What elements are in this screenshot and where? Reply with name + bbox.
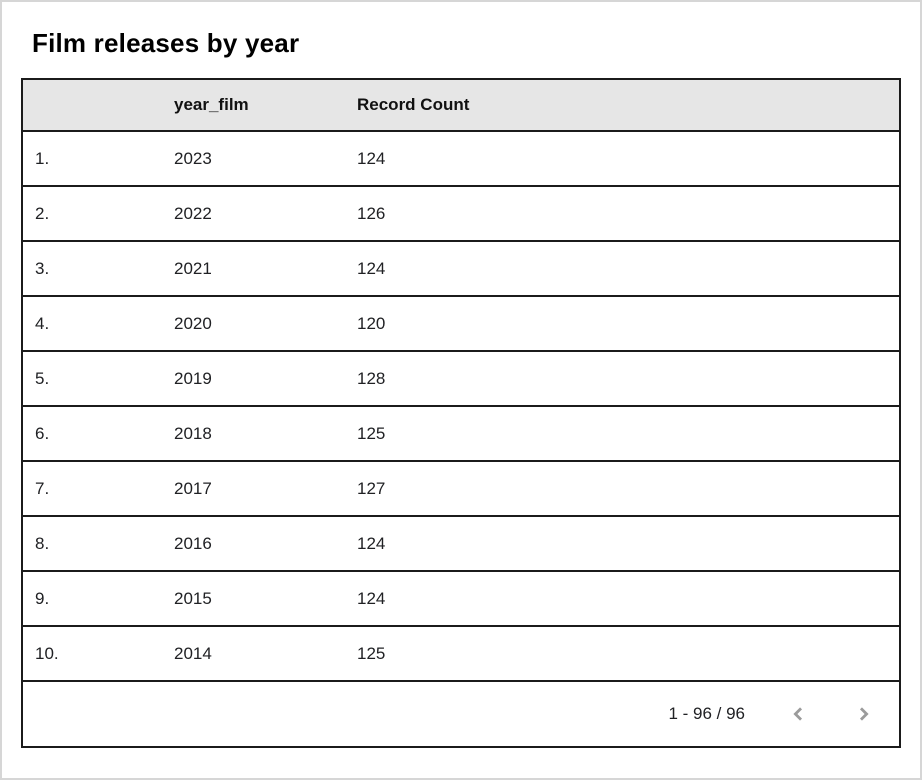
year-film-cell: 2021	[162, 241, 345, 297]
next-page-button[interactable]	[851, 701, 877, 727]
table-row: 7. 2017 127	[22, 461, 900, 517]
record-count-cell: 124	[345, 571, 900, 627]
page-range-label: 1 - 96 / 96	[668, 704, 745, 723]
column-header-row-number	[22, 79, 162, 132]
row-number-cell: 4.	[22, 296, 162, 352]
year-film-cell: 2022	[162, 186, 345, 242]
row-number-cell: 8.	[22, 516, 162, 572]
row-number-cell: 9.	[22, 571, 162, 627]
row-number-cell: 6.	[22, 406, 162, 462]
record-count-cell: 127	[345, 461, 900, 517]
footer-row: 1 - 96 / 96	[22, 681, 900, 747]
year-film-cell: 2015	[162, 571, 345, 627]
record-count-cell: 124	[345, 516, 900, 572]
year-film-cell: 2018	[162, 406, 345, 462]
table-row: 9. 2015 124	[22, 571, 900, 627]
data-table: year_film Record Count 1. 2023 124 2. 20…	[21, 78, 901, 748]
record-count-cell: 128	[345, 351, 900, 407]
prev-page-button[interactable]	[785, 701, 811, 727]
table-row: 10. 2014 125	[22, 626, 900, 682]
table-footer: 1 - 96 / 96	[22, 681, 900, 747]
year-film-cell: 2016	[162, 516, 345, 572]
record-count-cell: 124	[345, 131, 900, 187]
year-film-cell: 2014	[162, 626, 345, 682]
record-count-cell: 125	[345, 406, 900, 462]
record-count-cell: 120	[345, 296, 900, 352]
table-body: 1. 2023 124 2. 2022 126 3. 2021 124 4. 2…	[22, 131, 900, 682]
table-row: 8. 2016 124	[22, 516, 900, 572]
record-count-cell: 126	[345, 186, 900, 242]
column-header-year-film[interactable]: year_film	[162, 79, 345, 132]
chevron-right-icon	[851, 701, 877, 727]
row-number-cell: 7.	[22, 461, 162, 517]
table-row: 4. 2020 120	[22, 296, 900, 352]
table-row: 5. 2019 128	[22, 351, 900, 407]
row-number-cell: 5.	[22, 351, 162, 407]
table-header: year_film Record Count	[22, 79, 900, 132]
table-row: 6. 2018 125	[22, 406, 900, 462]
row-number-cell: 3.	[22, 241, 162, 297]
table-row: 1. 2023 124	[22, 131, 900, 187]
column-header-record-count[interactable]: Record Count	[345, 79, 900, 132]
chevron-left-icon	[785, 701, 811, 727]
row-number-cell: 10.	[22, 626, 162, 682]
table-row: 3. 2021 124	[22, 241, 900, 297]
year-film-cell: 2020	[162, 296, 345, 352]
header-row: year_film Record Count	[22, 79, 900, 132]
year-film-cell: 2023	[162, 131, 345, 187]
row-number-cell: 2.	[22, 186, 162, 242]
record-count-cell: 124	[345, 241, 900, 297]
record-count-cell: 125	[345, 626, 900, 682]
table-row: 2. 2022 126	[22, 186, 900, 242]
chart-title: Film releases by year	[32, 28, 300, 58]
pagination: 1 - 96 / 96	[35, 701, 877, 727]
year-film-cell: 2017	[162, 461, 345, 517]
year-film-cell: 2019	[162, 351, 345, 407]
row-number-cell: 1.	[22, 131, 162, 187]
